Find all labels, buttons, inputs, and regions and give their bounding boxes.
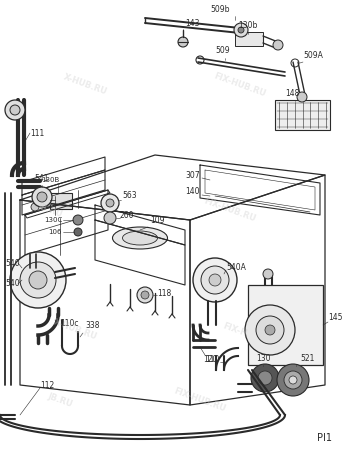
Text: 148: 148 [285, 89, 299, 98]
Circle shape [32, 187, 52, 207]
Text: FIX-H: FIX-H [222, 321, 248, 338]
Circle shape [238, 27, 244, 33]
Text: X-HUB.RU: X-HUB.RU [62, 73, 108, 97]
Text: 509: 509 [215, 46, 230, 55]
Text: JB.RU: JB.RU [46, 392, 74, 409]
Text: 130C: 130C [44, 217, 62, 223]
Text: 110c: 110c [60, 320, 78, 328]
Circle shape [201, 266, 229, 294]
Circle shape [137, 287, 153, 303]
Text: 130: 130 [256, 354, 270, 363]
Text: 109: 109 [150, 216, 164, 225]
Bar [235, 32, 263, 46]
Circle shape [29, 271, 47, 289]
Circle shape [273, 40, 283, 50]
Circle shape [251, 364, 279, 392]
Text: 130B: 130B [41, 177, 59, 183]
Bar [275, 100, 330, 130]
Text: X-HUB.RU: X-HUB.RU [52, 318, 98, 342]
Text: PI1: PI1 [317, 433, 332, 443]
Circle shape [209, 274, 221, 286]
Text: 509A: 509A [303, 51, 323, 60]
Circle shape [234, 23, 248, 37]
Circle shape [289, 376, 297, 384]
Text: 509b: 509b [210, 5, 230, 14]
Ellipse shape [122, 231, 158, 245]
Text: 307: 307 [186, 171, 200, 180]
Circle shape [141, 291, 149, 299]
Text: 563: 563 [122, 192, 136, 201]
Text: 338: 338 [85, 321, 99, 330]
Text: 112: 112 [40, 381, 54, 390]
Circle shape [284, 371, 302, 389]
Text: 106: 106 [49, 229, 62, 235]
Circle shape [265, 325, 275, 335]
Text: 130b: 130b [238, 21, 257, 30]
Text: 118: 118 [157, 288, 171, 297]
Text: FIX-HUB.RU: FIX-HUB.RU [213, 72, 267, 99]
Circle shape [74, 228, 82, 236]
Bar [248, 285, 323, 365]
Text: 140: 140 [186, 188, 200, 197]
Text: 521: 521 [300, 354, 314, 363]
Circle shape [106, 199, 114, 207]
Text: 145: 145 [328, 314, 343, 323]
Text: 110: 110 [205, 355, 219, 364]
Circle shape [297, 92, 307, 102]
Circle shape [20, 262, 56, 298]
Circle shape [178, 37, 188, 47]
Circle shape [31, 203, 39, 211]
Circle shape [37, 192, 47, 202]
Text: FIX-HUB.RU: FIX-HUB.RU [203, 197, 257, 224]
Circle shape [258, 371, 272, 385]
Circle shape [245, 305, 295, 355]
Text: 540: 540 [5, 279, 20, 288]
Text: 111: 111 [30, 129, 44, 138]
Circle shape [5, 100, 25, 120]
Circle shape [256, 316, 284, 344]
Text: 540: 540 [5, 258, 20, 267]
Circle shape [45, 201, 51, 207]
Bar [50, 193, 72, 209]
Text: 260: 260 [120, 212, 134, 220]
Circle shape [73, 215, 83, 225]
Text: 541: 541 [35, 174, 49, 183]
Text: 120: 120 [204, 356, 218, 364]
Circle shape [10, 252, 66, 308]
Text: FIX-HUB.RU: FIX-HUB.RU [173, 387, 227, 414]
Circle shape [263, 269, 273, 279]
Circle shape [277, 364, 309, 396]
Circle shape [193, 258, 237, 302]
Text: 540A: 540A [226, 264, 246, 273]
Circle shape [101, 194, 119, 212]
Ellipse shape [112, 227, 168, 249]
Text: JB.RU: JB.RU [36, 201, 64, 219]
Circle shape [104, 212, 116, 224]
Circle shape [10, 105, 20, 115]
Text: 143: 143 [185, 19, 199, 28]
